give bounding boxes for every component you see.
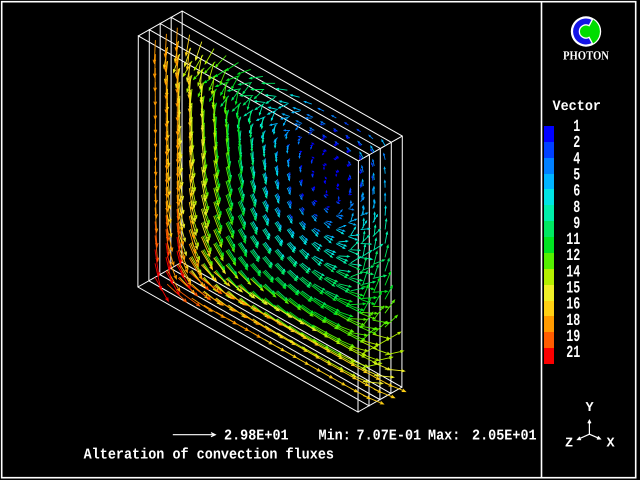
svg-text:9: 9 (573, 215, 580, 234)
svg-text:Y: Y (586, 401, 595, 416)
svg-text:16: 16 (566, 296, 580, 315)
svg-text:Alteration of convection fluxe: Alteration of convection fluxes (84, 447, 334, 464)
svg-text:2.98E+01: 2.98E+01 (224, 428, 289, 445)
svg-text:Min:: Min: (319, 428, 351, 445)
svg-text:X: X (607, 437, 616, 452)
svg-text:6: 6 (573, 183, 580, 202)
svg-text:11: 11 (566, 231, 580, 250)
svg-text:5: 5 (573, 166, 580, 185)
svg-text:Vector: Vector (553, 99, 602, 115)
svg-text:PHOTON: PHOTON (563, 49, 609, 63)
svg-text:1: 1 (573, 118, 580, 137)
svg-text:14: 14 (566, 263, 580, 282)
svg-text:15: 15 (566, 280, 580, 299)
svg-text:7.07E-01: 7.07E-01 (357, 428, 422, 445)
svg-text:19: 19 (566, 328, 580, 347)
svg-text:12: 12 (566, 247, 580, 266)
svg-text:2: 2 (573, 134, 580, 153)
svg-text:4: 4 (573, 150, 580, 169)
svg-text:21: 21 (566, 344, 580, 363)
svg-text:18: 18 (566, 312, 580, 331)
svg-text:8: 8 (573, 199, 580, 218)
svg-text:2.05E+01: 2.05E+01 (472, 428, 537, 445)
svg-text:Z: Z (565, 437, 573, 452)
svg-text:Max:: Max: (428, 428, 460, 445)
